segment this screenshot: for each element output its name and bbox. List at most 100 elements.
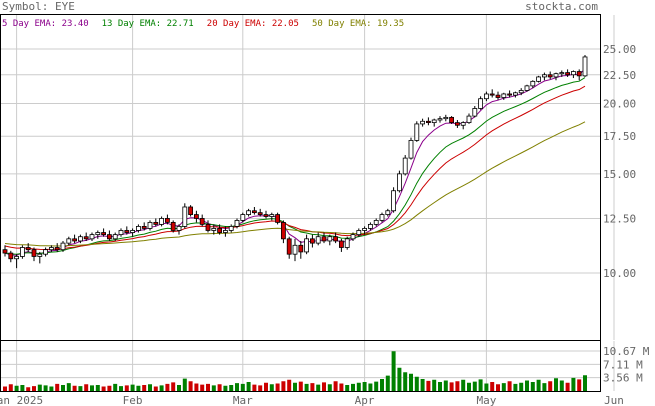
candle xyxy=(8,250,14,263)
candle xyxy=(78,234,83,244)
volume-bar xyxy=(211,385,216,391)
volume-bar xyxy=(449,382,454,391)
volume-bar xyxy=(478,379,483,391)
candle xyxy=(495,91,501,100)
candle-body xyxy=(437,118,443,121)
volume-bar xyxy=(467,382,471,391)
volume-bar xyxy=(414,376,419,391)
candle xyxy=(25,243,31,252)
volume-bar xyxy=(327,384,332,391)
candle-body xyxy=(222,230,228,233)
candle-body xyxy=(298,244,304,253)
candle-body xyxy=(60,242,66,251)
volume-bar xyxy=(142,385,147,391)
volume-bar xyxy=(426,380,431,391)
candle xyxy=(333,232,339,244)
month-tick-label: Feb xyxy=(123,394,143,406)
candle-body xyxy=(43,249,48,255)
month-tick-label: May xyxy=(476,394,496,406)
candle xyxy=(170,220,176,233)
candle xyxy=(327,234,333,246)
candle-body xyxy=(251,210,257,214)
volume-bar xyxy=(188,381,193,391)
volume-bar xyxy=(229,385,234,391)
candle xyxy=(2,245,8,257)
volume-bar xyxy=(159,385,164,391)
candle xyxy=(14,254,20,269)
volume-bar xyxy=(351,383,355,391)
candle-body xyxy=(396,173,402,192)
candle-body xyxy=(553,73,559,78)
candle xyxy=(37,251,43,264)
candle-body xyxy=(246,210,252,215)
candle xyxy=(431,118,437,127)
candle xyxy=(263,210,269,219)
candle xyxy=(164,214,170,225)
volume-bar xyxy=(37,384,42,391)
candle-body xyxy=(495,94,501,98)
candle xyxy=(182,203,188,229)
candle xyxy=(217,224,223,235)
volume-bar xyxy=(43,385,48,391)
candle-body xyxy=(333,236,339,242)
candle-body xyxy=(101,232,106,236)
volume-bar xyxy=(432,379,437,391)
candle-body xyxy=(205,223,211,231)
candle xyxy=(298,240,304,259)
volume-bar xyxy=(246,382,251,391)
candle xyxy=(315,232,321,246)
volume-bar xyxy=(66,383,71,391)
volume-bar xyxy=(530,382,535,391)
candle xyxy=(130,228,136,237)
candle-body xyxy=(37,253,43,257)
volume-bar xyxy=(14,385,19,391)
volume-bar xyxy=(148,384,152,391)
candle xyxy=(420,118,426,127)
candle xyxy=(501,92,507,100)
volume-bar xyxy=(206,383,210,391)
candle xyxy=(246,208,252,217)
candle-body xyxy=(240,214,246,221)
candle-body xyxy=(350,234,356,240)
volume-bar xyxy=(571,377,576,391)
volume-bar xyxy=(310,383,315,391)
site-label[interactable]: stockta.com xyxy=(525,0,598,13)
candle xyxy=(107,230,112,241)
candle xyxy=(31,247,37,262)
volume-bar xyxy=(542,383,547,391)
candle-body xyxy=(466,115,472,124)
volume-bar xyxy=(304,383,309,391)
volume-bar xyxy=(322,382,326,391)
volume-bar xyxy=(119,386,123,391)
candle-body xyxy=(356,230,362,236)
volume-bar xyxy=(298,381,303,391)
volume-bar xyxy=(78,386,83,391)
candle-body xyxy=(280,221,286,240)
volume-bar xyxy=(136,385,141,391)
candle-body xyxy=(228,226,234,231)
candle xyxy=(443,114,449,122)
ema-line-5 xyxy=(4,68,586,256)
volume-bar xyxy=(333,381,338,391)
volume-bar xyxy=(281,381,286,391)
candle-body xyxy=(449,116,455,124)
volume-bar xyxy=(177,385,181,391)
volume-bar xyxy=(525,380,529,391)
candle-body xyxy=(483,93,489,100)
candle xyxy=(576,69,582,81)
candle-body xyxy=(408,140,414,159)
ema-line-13 xyxy=(4,77,586,255)
candle xyxy=(542,72,547,81)
volume-bar xyxy=(339,383,344,391)
candle-body xyxy=(309,238,315,244)
volume-bar xyxy=(240,383,245,391)
volume-bar xyxy=(55,383,60,391)
candle xyxy=(559,70,565,77)
candle xyxy=(466,113,472,124)
candle-body xyxy=(454,122,460,126)
candle-body xyxy=(199,218,205,225)
volume-bar xyxy=(153,386,158,391)
candle xyxy=(188,205,194,217)
candle-body xyxy=(193,214,199,219)
